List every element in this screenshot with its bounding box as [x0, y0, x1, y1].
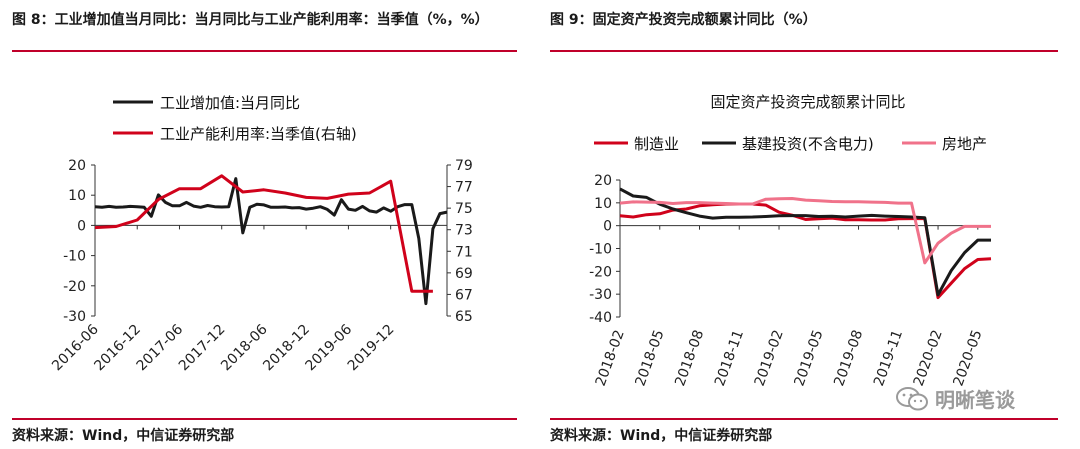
y-tick-label-right: 71: [455, 244, 473, 260]
right-bottom-rule: [550, 418, 1058, 420]
y-tick-label-right: 69: [455, 266, 473, 282]
y-tick-label-right: 75: [455, 201, 473, 217]
wechat-icon: [895, 386, 929, 412]
x-tick-label: 2019-05: [791, 328, 826, 388]
series-line-3: [620, 199, 991, 263]
legend-label-3: 房地产: [942, 135, 987, 153]
legend-label-1: 工业增加值:当月同比: [160, 94, 300, 112]
left-source-note: 资料来源：Wind，中信证券研究部: [12, 425, 234, 445]
x-tick-label: 2018-02: [593, 328, 628, 388]
y-tick-label-right: 73: [455, 223, 473, 239]
legend-label-2: 基建投资(不含电力): [742, 135, 874, 153]
x-tick-label: 2018-08: [672, 328, 707, 388]
y-tick-label-left: 0: [77, 218, 86, 234]
x-tick-label: 2020-02: [911, 328, 946, 388]
x-tick-label: 2019-02: [752, 328, 787, 388]
y-tick-label: -10: [589, 242, 612, 258]
x-tick-label: 2018-05: [632, 328, 667, 388]
y-tick-label-right: 79: [455, 158, 473, 174]
series-line-2: [95, 176, 433, 291]
x-tick-label: 2019-11: [871, 328, 906, 388]
x-tick-label: 2019-12: [345, 322, 398, 375]
y-tick-label-left: -30: [63, 309, 86, 325]
watermark-text: 明晰笔谈: [935, 384, 1015, 413]
chart-title: 固定资产投资完成额累计同比: [710, 93, 905, 111]
y-tick-label: -20: [589, 264, 612, 280]
legend-label-1: 制造业: [634, 135, 679, 153]
y-tick-label: 0: [603, 219, 612, 235]
right-figure-panel: 图 9：固定资产投资完成额累计同比（%） 固定资产投资完成额累计同比 制造业 基建投…: [540, 0, 1080, 449]
watermark: 明晰笔谈: [895, 384, 1015, 413]
y-tick-label: 10: [594, 196, 612, 212]
left-bottom-rule: [12, 418, 517, 420]
y-tick-label-left: -20: [63, 279, 86, 295]
y-tick-label-left: 20: [68, 158, 86, 174]
y-tick-label: -30: [589, 287, 612, 303]
x-tick-label: 2018-11: [712, 328, 747, 388]
y-tick-label-left: 10: [68, 188, 86, 204]
x-tick-label: 2019-08: [831, 328, 866, 388]
y-tick-label-right: 65: [455, 309, 473, 325]
y-tick-label-right: 77: [455, 180, 473, 196]
right-source-note: 资料来源：Wind，中信证券研究部: [550, 425, 772, 445]
y-tick-label: 20: [594, 173, 612, 189]
x-tick-label: 2020-05: [951, 328, 986, 388]
y-tick-label: -40: [589, 310, 612, 326]
left-figure-panel: 图 8：工业增加值当月同比：当月同比与工业产能利用率：当季值（%，%） 工业增加…: [0, 0, 540, 449]
y-tick-label-right: 67: [455, 287, 473, 303]
legend-label-2: 工业产能利用率:当季值(右轴): [160, 125, 357, 143]
y-tick-label-left: -10: [63, 249, 86, 265]
